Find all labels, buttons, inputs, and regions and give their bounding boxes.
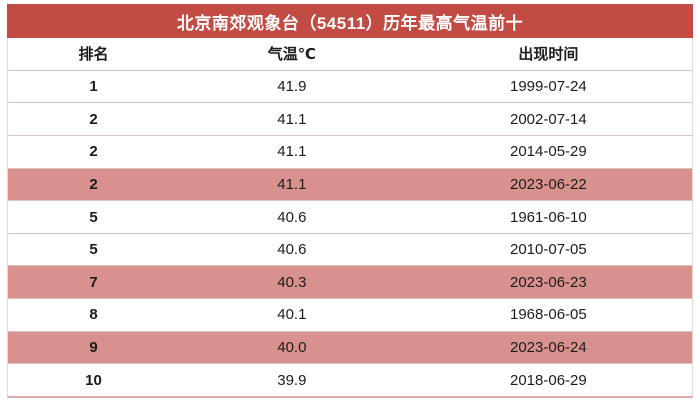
table-row: 2 41.1 2023-06-22 (8, 168, 692, 202)
column-header-rank: 排名 (78, 46, 109, 64)
table-row: 5 40.6 1961-06-10 (8, 201, 692, 234)
table-row: 9 40.0 2023-06-24 (8, 331, 692, 365)
rank-cell: 5 (89, 208, 98, 226)
rank-cell: 5 (89, 241, 98, 259)
column-header-date: 出现时间 (518, 46, 579, 64)
rank-cell: 2 (89, 110, 98, 128)
date-cell: 1961-06-10 (509, 208, 587, 226)
table-body-container: 排名 气温℃ 出现时间 1 41.9 1999-07-24 2 41.1 200… (7, 38, 693, 398)
table-row: 5 40.6 2010-07-05 (8, 234, 692, 267)
temperature-cell: 40.3 (277, 273, 307, 291)
table-title: 北京南郊观象台（54511）历年最高气温前十 (176, 13, 524, 33)
rank-cell: 2 (89, 175, 98, 193)
table-title-bar: 北京南郊观象台（54511）历年最高气温前十 (7, 4, 693, 38)
date-cell: 2014-05-29 (509, 143, 587, 161)
temperature-cell: 40.0 (277, 339, 307, 357)
rank-cell: 2 (89, 143, 98, 161)
table-row: 8 40.1 1968-06-05 (8, 299, 692, 332)
table-row: 1 41.9 1999-07-24 (8, 71, 692, 104)
table-row: 10 39.9 2018-06-29 (8, 364, 692, 396)
rank-cell: 1 (89, 77, 98, 95)
temperature-cell: 41.1 (277, 110, 307, 128)
date-cell: 2018-06-29 (509, 371, 587, 389)
rank-cell: 8 (89, 306, 98, 324)
date-cell: 2002-07-14 (509, 110, 587, 128)
table-header-row: 排名 气温℃ 出现时间 (8, 38, 692, 71)
temperature-ranking-table: 北京南郊观象台（54511）历年最高气温前十 排名 气温℃ 出现时间 1 41.… (7, 4, 693, 398)
date-cell: 1999-07-24 (509, 77, 587, 95)
temperature-cell: 41.1 (277, 175, 307, 193)
date-cell: 1968-06-05 (509, 306, 587, 324)
temperature-cell: 40.6 (277, 208, 307, 226)
temperature-cell: 41.9 (277, 77, 307, 95)
rank-cell: 9 (89, 339, 98, 357)
temperature-cell: 40.1 (277, 306, 307, 324)
date-cell: 2023-06-23 (509, 273, 587, 291)
date-cell: 2023-06-24 (509, 339, 587, 357)
temperature-cell: 41.1 (277, 143, 307, 161)
temperature-cell: 39.9 (277, 371, 307, 389)
column-header-temperature: 气温℃ (267, 46, 316, 64)
date-cell: 2010-07-05 (509, 241, 587, 259)
temperature-cell: 40.6 (277, 241, 307, 259)
rank-cell: 10 (85, 371, 102, 389)
table-row: 7 40.3 2023-06-23 (8, 266, 692, 300)
table-row: 2 41.1 2014-05-29 (8, 136, 692, 169)
table-row: 2 41.1 2002-07-14 (8, 103, 692, 136)
rank-cell: 7 (89, 273, 98, 291)
date-cell: 2023-06-22 (509, 175, 587, 193)
